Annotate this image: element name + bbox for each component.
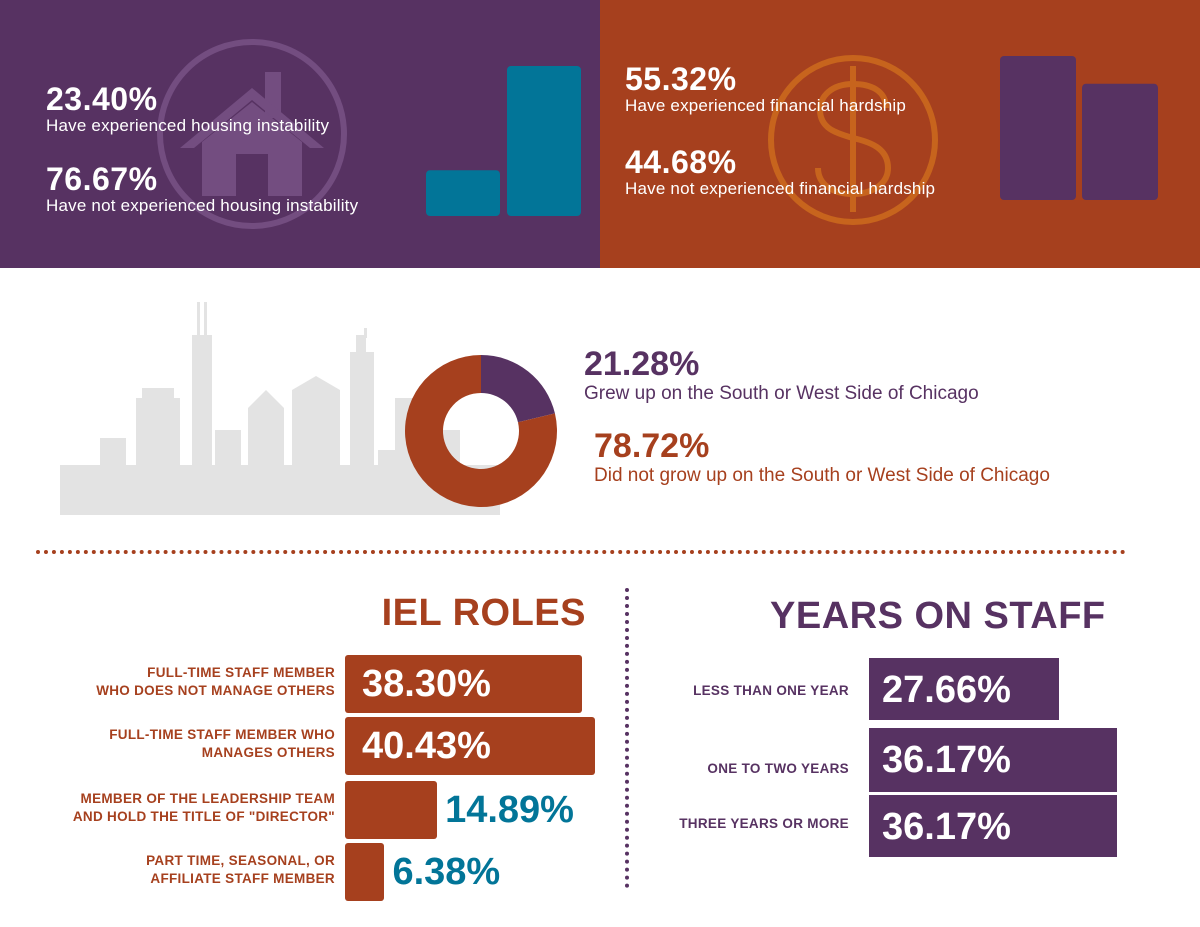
dollar-icon [768,55,938,225]
roles-bar [345,717,595,775]
roles-bar-label: PART TIME, SEASONAL, OR AFFILIATE STAFF M… [146,852,335,888]
years-title: YEARS ON STAFF [770,595,1106,637]
roles-bar-label-line: MANAGES OTHERS [201,745,335,760]
years-bar-value: 36.17% [882,806,1011,848]
roles-bar-value: 40.43% [362,725,491,767]
chicago-grew-up-label: Grew up on the South or West Side of Chi… [584,383,979,404]
years-bar [869,728,1117,792]
years-bar [869,795,1117,857]
housing-not-experienced-label: Have not experienced housing instability [46,196,359,215]
years-bar-value: 36.17% [882,739,1011,781]
roles-bar-value: 38.30% [362,663,491,705]
roles-bar-label-line: PART TIME, SEASONAL, OR [146,853,335,868]
roles-bar [345,781,438,839]
finance-bar-1 [1082,83,1158,200]
housing-bar-1 [507,66,581,216]
roles-bar-label-line: FULL-TIME STAFF MEMBER WHO [109,727,335,742]
years-bar-value: 27.66% [882,669,1011,711]
roles-title: IEL ROLES [381,592,586,634]
chicago-not-grew-up-pct: 78.72% [594,427,710,465]
housing-experienced-pct: 23.40% [46,81,158,117]
finance-bar-0 [1000,56,1076,200]
chicago-grew-up-pct: 21.28% [584,345,700,383]
donut-slice-0 [481,355,555,423]
finance-not-experienced-label: Have not experienced financial hardship [625,179,936,198]
section-divider [36,550,1126,554]
roles-bar-value: 14.89% [445,789,574,831]
years-bar-label: ONE TO TWO YEARS [707,761,849,776]
housing-not-experienced-pct: 76.67% [46,161,158,197]
chicago-not-grew-up-label: Did not grow up on the South or West Sid… [594,465,1050,486]
roles-bar [345,843,385,901]
column-divider [625,588,629,888]
roles-bar-label-line: AND HOLD THE TITLE OF "DIRECTOR" [72,809,335,824]
finance-experienced-label: Have experienced financial hardship [625,96,907,115]
roles-bar-label-line: WHO DOES NOT MANAGE OTHERS [96,683,335,698]
finance-not-experienced-pct: 44.68% [625,144,737,180]
chicago-donut-chart [405,355,557,507]
finance-experienced-stat: 55.32% Have experienced financial hardsh… [625,62,906,116]
roles-bar [345,655,582,713]
roles-bar-label: FULL-TIME STAFF MEMBER WHO MANAGES OTHERS [109,726,335,762]
years-bar-label: LESS THAN ONE YEAR [693,683,849,698]
roles-bar-label-line: FULL-TIME STAFF MEMBER [147,665,335,680]
roles-bar-label-line: AFFILIATE STAFF MEMBER [150,871,335,886]
housing-not-experienced-stat: 76.67% Have not experienced housing inst… [46,162,358,216]
years-bar-label: THREE YEARS OR MORE [679,816,849,831]
housing-bar-chart [426,66,581,216]
roles-bar-label-line: MEMBER OF THE LEADERSHIP TEAM [80,791,335,806]
housing-experienced-stat: 23.40% Have experienced housing instabil… [46,82,329,136]
chicago-not-grew-up-stat: 78.72% Did not grow up on the South or W… [594,428,1050,488]
finance-not-experienced-stat: 44.68% Have not experienced financial ha… [625,145,935,199]
donut-slice-1 [405,355,557,507]
house-icon [157,39,347,229]
housing-bar-0 [426,170,500,216]
housing-panel: 23.40% Have experienced housing instabil… [0,0,600,268]
roles-bar-label: FULL-TIME STAFF MEMBER WHO DOES NOT MANAG… [96,664,335,700]
finance-bar-chart [1000,56,1158,200]
roles-bar-label: MEMBER OF THE LEADERSHIP TEAM AND HOLD TH… [73,790,335,826]
finance-experienced-pct: 55.32% [625,61,737,97]
roles-bar-value: 6.38% [392,851,501,893]
housing-experienced-label: Have experienced housing instability [46,116,330,135]
finance-panel: 55.32% Have experienced financial hardsh… [600,0,1200,268]
chicago-grew-up-stat: 21.28% Grew up on the South or West Side… [584,346,979,406]
chicago-skyline-icon [60,302,500,515]
years-bar [869,658,1059,720]
